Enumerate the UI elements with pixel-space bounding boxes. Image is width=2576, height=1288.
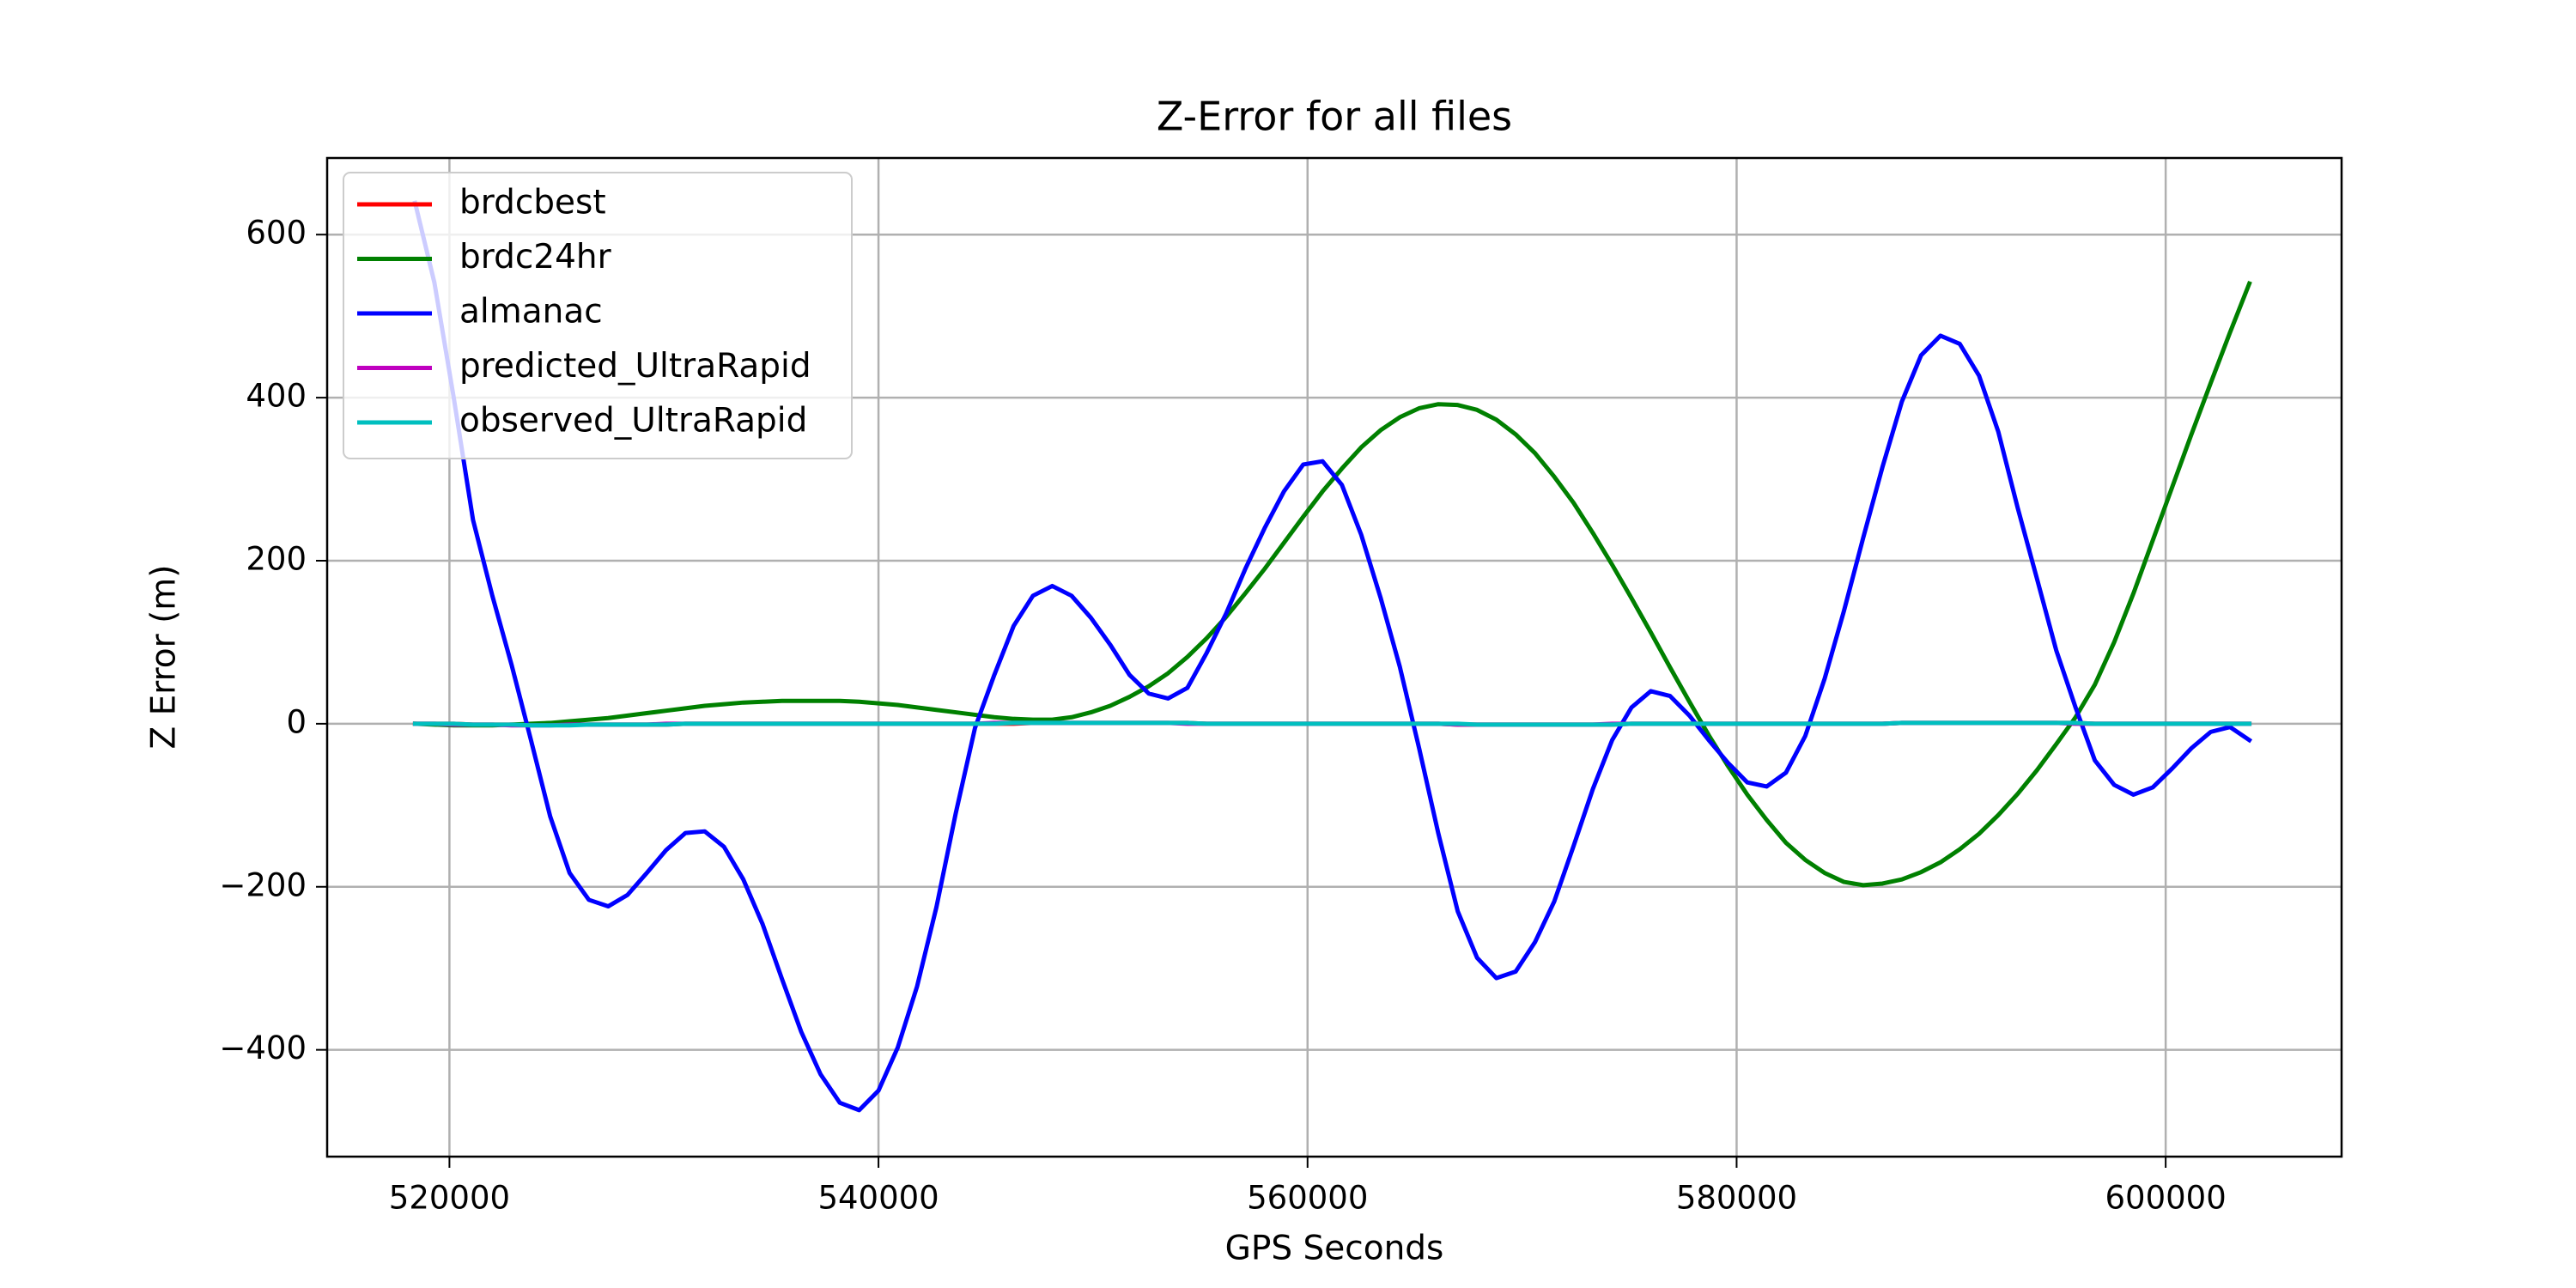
y-tick-label: 0 <box>286 703 307 740</box>
series-line <box>412 200 2253 1113</box>
x-tick-label: 520000 <box>389 1180 510 1217</box>
x-tick-label: 540000 <box>817 1180 939 1217</box>
series-line <box>412 280 2252 888</box>
legend-label: brdcbest <box>459 184 606 222</box>
y-axis-label: Z Error (m) <box>145 565 184 750</box>
legend-label: almanac <box>459 293 603 331</box>
legend-label: observed_UltraRapid <box>459 402 807 440</box>
legend-label: brdc24hr <box>459 238 612 276</box>
series-line <box>412 720 2252 728</box>
x-tick-label: 600000 <box>2105 1180 2227 1217</box>
y-tick-label: 400 <box>246 378 307 415</box>
y-tick-label: −200 <box>219 866 307 903</box>
legend-label: predicted_UltraRapid <box>459 347 811 386</box>
x-tick-label: 560000 <box>1247 1180 1368 1217</box>
x-tick-label: 580000 <box>1676 1180 1797 1217</box>
legend-box <box>343 172 853 459</box>
y-tick-label: 200 <box>246 540 307 577</box>
x-axis-label: GPS Seconds <box>1225 1230 1444 1268</box>
plot-frame <box>325 156 2343 1158</box>
y-tick-label: 600 <box>246 215 307 252</box>
chart-title: Z-Error for all files <box>1157 94 1512 140</box>
y-tick-label: −400 <box>219 1030 307 1066</box>
